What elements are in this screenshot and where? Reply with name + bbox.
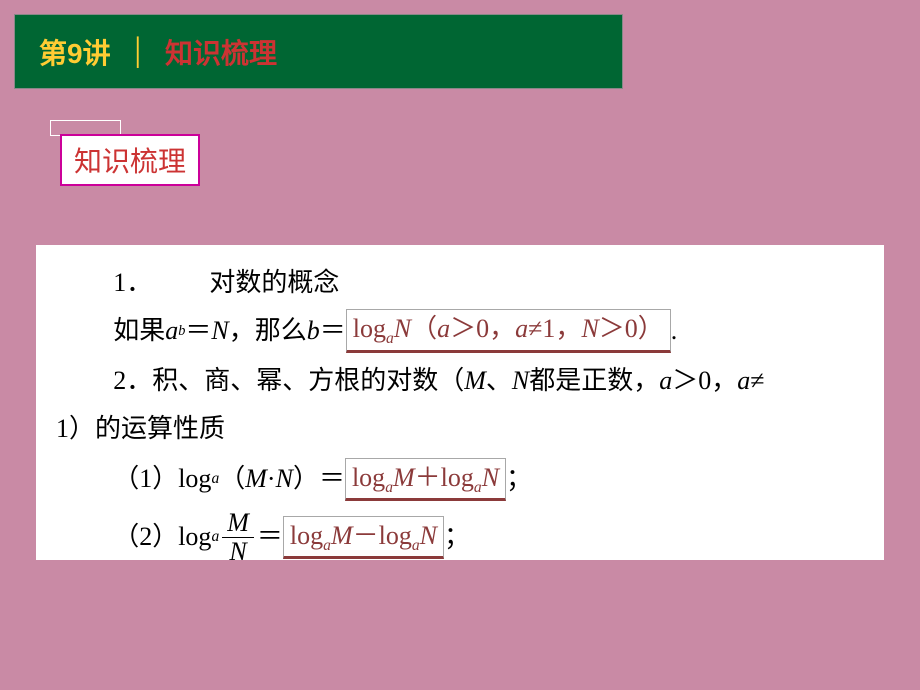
rule-1-highlight: logaM＋logaN bbox=[345, 458, 506, 501]
rule-2-sub: a bbox=[211, 523, 219, 552]
section-label-box: 知识梳理 bbox=[60, 134, 200, 186]
rule-2-eq: ＝ bbox=[257, 513, 283, 561]
rule-1-end: ； bbox=[506, 455, 532, 503]
rule-1-dot: · bbox=[267, 455, 276, 503]
header-separator: │ bbox=[129, 37, 147, 67]
rule-2-end: ； bbox=[444, 513, 470, 561]
rule-1-open: （ bbox=[219, 455, 245, 503]
slide-header: 第9讲 │ 知识梳理 bbox=[14, 14, 623, 89]
var-b: b bbox=[307, 307, 320, 355]
rule-2: （2）loga M N ＝ logaM－logaN ； bbox=[56, 509, 864, 565]
rule-2-num: （2） bbox=[113, 513, 178, 561]
text-then: ，那么 bbox=[229, 307, 307, 355]
period: . bbox=[671, 307, 678, 355]
header-lesson-number: 第9讲 bbox=[39, 32, 111, 72]
eq-sign: ＝ bbox=[185, 307, 211, 355]
rule-2-fraction: M N bbox=[222, 509, 254, 565]
sep-dot: 、 bbox=[486, 357, 512, 405]
rule-1-num: （1） bbox=[113, 455, 178, 503]
neq-sign: ≠ bbox=[750, 357, 764, 405]
header-title: 知识梳理 bbox=[165, 32, 277, 72]
var-N: N bbox=[211, 307, 228, 355]
var-a3: a bbox=[737, 357, 750, 405]
var-b-exp: b bbox=[178, 318, 185, 344]
rule-1: （1）loga（M·N）＝ logaM＋logaN ； bbox=[56, 455, 864, 503]
section-2-line1: 2．积、商、幂、方根的对数（M、N 都是正数，a＞0，a≠ bbox=[56, 357, 864, 405]
rule-1-M: M bbox=[245, 455, 267, 503]
var-a2: a bbox=[659, 357, 672, 405]
rule-1-close: ）＝ bbox=[293, 455, 345, 503]
section-1-title-text: 对数的概念 bbox=[152, 259, 339, 307]
rule-1-log: log bbox=[178, 455, 211, 503]
rule-2-log: log bbox=[178, 513, 211, 561]
section-1-num: 1． bbox=[56, 259, 152, 307]
rule-2-highlight: logaM－logaN bbox=[283, 516, 444, 559]
frac-numerator: M bbox=[222, 509, 254, 537]
var-N2: N bbox=[512, 357, 529, 405]
var-a: a bbox=[165, 307, 178, 355]
frac-denominator: N bbox=[222, 538, 254, 565]
eq-sign-2: ＝ bbox=[320, 307, 346, 355]
section-2-pre: 积、商、幂、方根的对数（ bbox=[152, 357, 464, 405]
section-label-text: 知识梳理 bbox=[74, 146, 186, 177]
gt-zero: ＞0， bbox=[672, 357, 737, 405]
var-M: M bbox=[464, 357, 486, 405]
rule-1-sub: a bbox=[211, 465, 219, 494]
content-panel: 1．对数的概念 如果 ab ＝ N ，那么 b ＝ logaN（a＞0，a≠1，… bbox=[36, 245, 884, 560]
section-2-num: 2． bbox=[113, 357, 152, 405]
text-if: 如果 bbox=[113, 307, 165, 355]
section-1-body: 如果 ab ＝ N ，那么 b ＝ logaN（a＞0，a≠1，N＞0）. bbox=[56, 307, 864, 355]
section-1-title: 1．对数的概念 bbox=[56, 259, 864, 307]
section-2-line2: 1）的运算性质 bbox=[56, 405, 864, 453]
definition-highlight: logaN（a＞0，a≠1，N＞0） bbox=[346, 309, 671, 352]
text-mid: 都是正数， bbox=[529, 357, 659, 405]
rule-1-N: N bbox=[276, 455, 293, 503]
